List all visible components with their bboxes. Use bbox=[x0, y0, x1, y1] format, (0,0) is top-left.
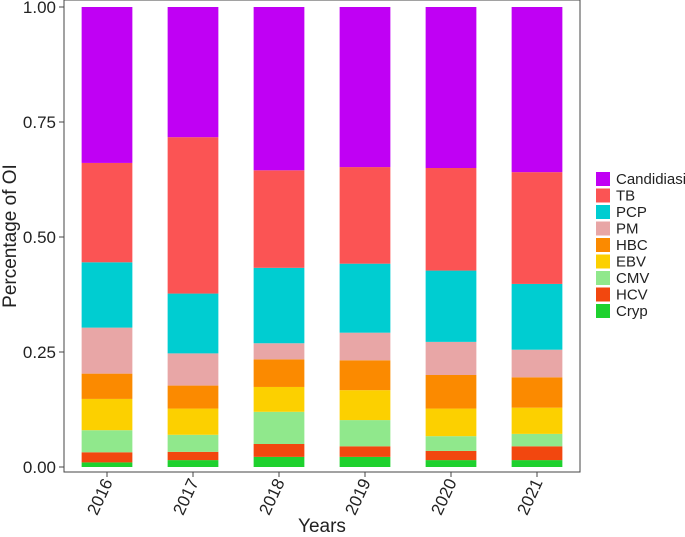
bar-segment-pcp-2017 bbox=[167, 293, 219, 354]
bar-segment-pm-2017 bbox=[167, 353, 219, 386]
bar-segment-hcv-2021 bbox=[511, 446, 563, 461]
bar-segment-hcv-2019 bbox=[339, 446, 391, 457]
bar-segment-ebv-2018 bbox=[253, 386, 305, 412]
bar-segment-cryp-2020 bbox=[425, 460, 477, 467]
legend-label-pcp: PCP bbox=[616, 204, 647, 221]
legend-key-cmv bbox=[596, 271, 610, 285]
bar-segment-hbc-2016 bbox=[81, 373, 133, 399]
bar-segment-hbc-2021 bbox=[511, 377, 563, 408]
bar-segment-pm-2019 bbox=[339, 332, 391, 361]
bar-segment-pcp-2016 bbox=[81, 262, 133, 328]
y-axis-title: Percentage of OI bbox=[0, 164, 21, 308]
bar-segment-hcv-2018 bbox=[253, 444, 305, 457]
bar-segment-cmv-2021 bbox=[511, 433, 563, 447]
bar-segment-pcp-2019 bbox=[339, 263, 391, 333]
bar-segment-cmv-2020 bbox=[425, 436, 477, 451]
legend-key-pcp bbox=[596, 205, 610, 219]
bar-segment-tb-2019 bbox=[339, 167, 391, 264]
x-tick-label: 2018 bbox=[255, 476, 288, 518]
bar-segment-hcv-2020 bbox=[425, 450, 477, 461]
bar-segment-ebv-2021 bbox=[511, 407, 563, 434]
x-axis: 2016 2017 2018 2019 2020 2021 bbox=[83, 472, 547, 518]
bar-segment-ebv-2019 bbox=[339, 390, 391, 421]
bar-segment-cryp-2018 bbox=[253, 456, 305, 467]
legend-key-tb bbox=[596, 188, 610, 203]
bar-segment-cryp-2019 bbox=[339, 456, 391, 467]
legend-label-cmv: CMV bbox=[616, 270, 649, 287]
bar-segment-hcv-2016 bbox=[81, 452, 133, 463]
bar-segment-hbc-2017 bbox=[167, 385, 219, 409]
bar-segment-pcp-2018 bbox=[253, 267, 305, 344]
y-tick-label: 0.75 bbox=[23, 113, 56, 132]
bar-segment-candidiasis-2021 bbox=[511, 7, 563, 173]
legend-label-tb: TB bbox=[616, 188, 635, 205]
bar-segment-pm-2016 bbox=[81, 327, 133, 374]
legend-label-hcv: HCV bbox=[616, 287, 648, 304]
bar-segment-cmv-2018 bbox=[253, 411, 305, 444]
bar-segment-cmv-2017 bbox=[167, 434, 219, 452]
x-tick-label: 2020 bbox=[427, 476, 460, 518]
y-tick-label: 0.25 bbox=[23, 343, 56, 362]
bar-segment-ebv-2016 bbox=[81, 398, 133, 431]
bar-segment-cryp-2016 bbox=[81, 462, 133, 467]
x-tick-label: 2016 bbox=[83, 476, 116, 518]
bar-segment-candidiasis-2016 bbox=[81, 7, 133, 163]
bar-segment-pm-2021 bbox=[511, 349, 563, 378]
bar-segment-cryp-2021 bbox=[511, 460, 563, 467]
bar-segment-candidiasis-2020 bbox=[425, 7, 477, 168]
y-axis: 0.00 0.25 0.50 0.75 1.00 bbox=[23, 0, 64, 477]
legend-key-ebv bbox=[596, 254, 610, 269]
bar-segment-tb-2016 bbox=[81, 162, 133, 263]
bar-segment-cmv-2016 bbox=[81, 430, 133, 453]
bar-segment-tb-2020 bbox=[425, 168, 477, 271]
x-axis-title: Years bbox=[298, 516, 346, 537]
bar-segment-hcv-2017 bbox=[167, 451, 219, 461]
legend-label-hbc: HBC bbox=[616, 237, 648, 254]
bar-segment-pm-2020 bbox=[425, 341, 477, 375]
legend-key-candidiasis bbox=[596, 172, 610, 186]
bar-segment-ebv-2020 bbox=[425, 408, 477, 437]
bar-segment-tb-2017 bbox=[167, 137, 219, 294]
y-tick-label: 0.50 bbox=[23, 228, 56, 247]
y-tick-label: 1.00 bbox=[23, 0, 56, 17]
bar-segment-hbc-2018 bbox=[253, 359, 305, 387]
legend-key-pm bbox=[596, 221, 610, 236]
bar-segment-cryp-2017 bbox=[167, 460, 219, 467]
y-tick-label: 0.00 bbox=[23, 458, 56, 477]
bar-segment-candidiasis-2017 bbox=[167, 7, 219, 138]
legend-key-cryp bbox=[596, 304, 610, 318]
bar-segment-pm-2018 bbox=[253, 343, 305, 360]
bar-segment-pcp-2020 bbox=[425, 270, 477, 342]
x-tick-label: 2019 bbox=[341, 476, 374, 518]
x-tick-label: 2021 bbox=[513, 476, 546, 518]
bar-segment-cmv-2019 bbox=[339, 420, 391, 447]
bar-segment-hbc-2020 bbox=[425, 375, 477, 409]
bars-layer bbox=[81, 7, 563, 467]
bar-segment-hbc-2019 bbox=[339, 360, 391, 391]
bar-segment-ebv-2017 bbox=[167, 408, 219, 435]
bar-segment-candidiasis-2018 bbox=[253, 7, 305, 171]
plot-panel-border bbox=[63, 0, 581, 473]
bar-segment-pcp-2021 bbox=[511, 283, 563, 350]
bar-segment-tb-2021 bbox=[511, 172, 563, 284]
x-tick-label: 2017 bbox=[169, 476, 202, 518]
bar-segment-tb-2018 bbox=[253, 170, 305, 268]
bar-segment-candidiasis-2019 bbox=[339, 7, 391, 168]
legend-label-candidiasis: Candidiasis bbox=[616, 171, 685, 188]
legend-key-hcv bbox=[596, 287, 610, 302]
legend: CandidiasisTBPCPPMHBCEBVCMVHCVCryp bbox=[596, 171, 685, 320]
legend-key-hbc bbox=[596, 238, 610, 252]
legend-label-pm: PM bbox=[616, 221, 639, 238]
legend-label-ebv: EBV bbox=[616, 254, 646, 271]
legend-label-cryp: Cryp bbox=[616, 303, 648, 320]
